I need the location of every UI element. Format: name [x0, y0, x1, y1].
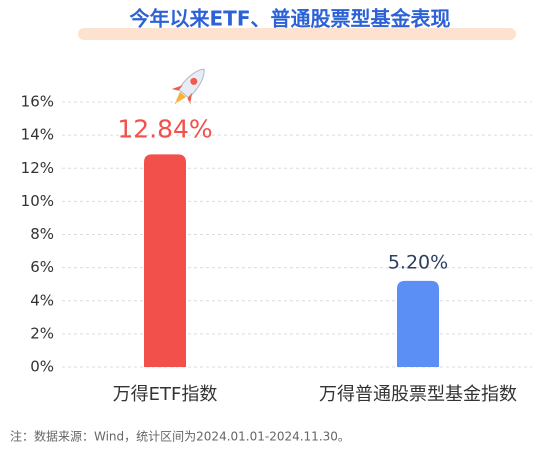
y-tick-label: 14% — [21, 126, 54, 144]
y-tick-label: 12% — [21, 159, 54, 177]
y-tick-label: 0% — [30, 358, 54, 376]
value-label: 12.84% — [117, 114, 212, 143]
y-tick-label: 10% — [21, 192, 54, 210]
x-tick-label: 万得ETF指数 — [113, 384, 218, 405]
title-highlight — [78, 28, 516, 40]
y-tick-label: 2% — [30, 324, 54, 342]
note: 注：数据来源：Wind，统计区间为2024.01.01-2024.11.30。 — [10, 429, 350, 444]
y-tick-label: 8% — [30, 225, 54, 243]
y-tick-label: 16% — [21, 93, 54, 111]
value-label: 5.20% — [388, 251, 448, 273]
y-tick-label: 4% — [30, 291, 54, 309]
x-tick-label: 万得普通股票型基金指数 — [319, 384, 517, 405]
y-tick-label: 6% — [30, 258, 54, 276]
bar — [397, 280, 439, 367]
bar — [144, 154, 186, 367]
rocket-icon — [171, 68, 205, 105]
chart-title: 今年以来ETF、普通股票型基金表现 — [130, 7, 451, 31]
